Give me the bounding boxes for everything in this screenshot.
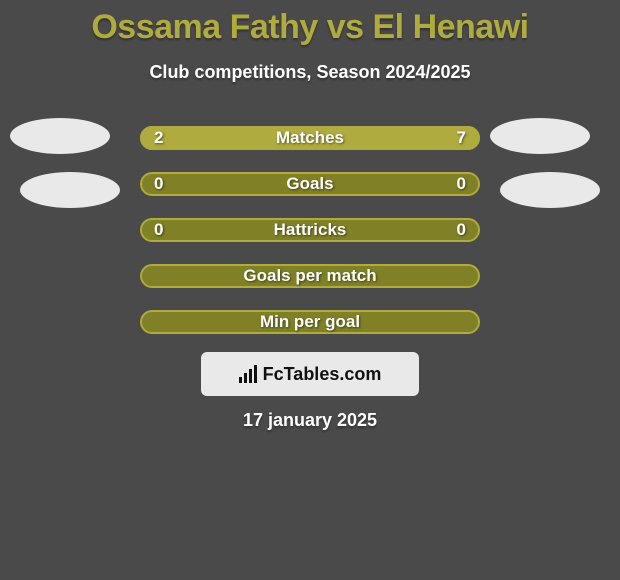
avatar-left-2 [20,172,120,208]
stat-bar-right-value: 0 [457,172,466,196]
stat-bar-label: Matches [140,126,480,150]
stat-bar-label: Hattricks [140,218,480,242]
stat-bar-left-value: 0 [154,218,163,242]
stat-bar: Goals per match [140,264,480,288]
stat-bar-right-value: 0 [457,218,466,242]
logo-text: FcTables.com [263,364,382,385]
stat-bar-left-value: 0 [154,172,163,196]
stat-bar: Matches2 7 [140,126,480,150]
avatar-right-1 [490,118,590,154]
page-title: Ossama Fathy vs El Henawi [0,8,620,47]
stat-bar: Goals0 0 [140,172,480,196]
stat-bar: Min per goal [140,310,480,334]
stat-bar-label: Goals [140,172,480,196]
stat-bar-left-value: 2 [154,126,163,150]
stat-bar: Hattricks0 0 [140,218,480,242]
date-generated: 17 january 2025 [0,410,620,431]
subtitle: Club competitions, Season 2024/2025 [0,62,620,83]
stat-bar-label: Min per goal [140,310,480,334]
fctables-logo: FcTables.com [201,352,419,396]
stat-bar-label: Goals per match [140,264,480,288]
avatar-right-2 [500,172,600,208]
logo-bars-icon [239,365,257,383]
stat-bar-right-value: 7 [457,126,466,150]
avatar-left-1 [10,118,110,154]
